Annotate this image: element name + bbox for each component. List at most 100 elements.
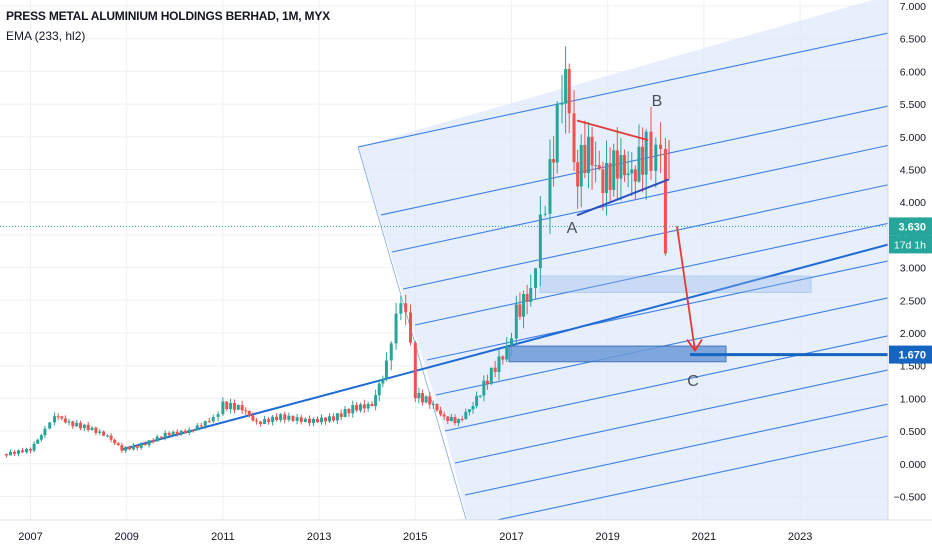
candle-body (567, 68, 571, 114)
candle-body (82, 424, 86, 429)
candle-body (475, 395, 479, 406)
candle-body (389, 343, 393, 361)
candle-body (20, 450, 24, 453)
time-tick-label: 2013 (307, 531, 331, 543)
channel-line (391, 144, 891, 253)
candle-body (60, 416, 64, 419)
candle-body (203, 421, 207, 426)
candle-body (244, 410, 248, 412)
triangle-bottom (576, 178, 670, 217)
price-tick-label: 6.500 (900, 34, 926, 46)
candle-body (48, 422, 52, 429)
channel-line (380, 105, 891, 216)
price-tick-label: 0.000 (900, 459, 926, 471)
chart-drawings: A B C (0, 93, 888, 390)
price-tick-label: 2.000 (900, 328, 926, 340)
candle-body (623, 154, 627, 176)
candle-body (489, 367, 493, 384)
time-tick-label: 2007 (18, 531, 42, 543)
candle-body (417, 393, 421, 399)
candle-body (453, 417, 457, 424)
candle-body (654, 144, 658, 171)
indicator-legend: EMA (233, hl2) (6, 29, 86, 43)
candle-body (307, 418, 311, 424)
candle-body (497, 356, 501, 373)
candle-body (355, 405, 359, 411)
candle-body (175, 431, 179, 435)
price-tick-label: 4.500 (900, 165, 926, 177)
candle-body (131, 445, 135, 450)
candle-body (247, 410, 251, 416)
candle-body (594, 165, 598, 167)
candle-body (335, 413, 339, 421)
candle-body (413, 342, 417, 399)
candle-body (485, 380, 489, 384)
candle-body (251, 415, 255, 421)
candle-body (94, 427, 98, 433)
candle-body (659, 144, 663, 149)
candle-body (8, 451, 12, 456)
candle-body (303, 418, 307, 422)
candle-body (236, 404, 240, 410)
candle-body (339, 413, 343, 418)
candle-body (291, 415, 295, 421)
candle-body (109, 435, 113, 440)
candle-body (29, 448, 32, 451)
candle-body (381, 379, 385, 384)
candle-body (644, 131, 648, 175)
wave-label-c: C (687, 373, 699, 390)
candle-body (586, 136, 590, 174)
candle-body (560, 103, 564, 105)
time-tick-label: 2009 (114, 531, 138, 543)
last-price-badge (889, 217, 932, 236)
candle-body (32, 443, 36, 451)
chart-title: PRESS METAL ALUMINIUM HOLDINGS BERHAD, 1… (6, 9, 330, 23)
candle-body (287, 415, 291, 420)
candle-body (343, 409, 347, 418)
candle-body (583, 144, 587, 174)
candle-body (167, 432, 171, 436)
channel-line (444, 334, 891, 432)
candle-body (626, 173, 630, 176)
candle-body (116, 443, 120, 446)
candle-body (263, 419, 267, 424)
candle-body (538, 214, 542, 269)
candle-body (394, 313, 398, 344)
candle-body (195, 425, 199, 431)
pitchfork-channel (357, 0, 891, 550)
candle-body (283, 414, 287, 420)
candle-body (428, 396, 432, 405)
candlestick-series (4, 46, 667, 458)
candle-body (514, 304, 518, 339)
candle-body (525, 294, 529, 302)
candle-body (505, 345, 509, 360)
candle-body (53, 416, 57, 423)
price-tick-label: 0.500 (900, 426, 926, 438)
candle-body (442, 414, 446, 417)
candle-body (267, 419, 271, 423)
projection-line (676, 226, 696, 351)
candle-body (56, 416, 60, 418)
time-tick-label: 2015 (403, 531, 427, 543)
candle-body (221, 401, 225, 415)
price-tick-label: 1.500 (900, 361, 926, 373)
candle-body (225, 401, 229, 410)
price-axis-bg (888, 0, 932, 550)
candle-body (191, 429, 195, 431)
candle-body (576, 162, 580, 187)
candle-body (608, 163, 612, 190)
candle-body (259, 421, 263, 424)
candle-body (460, 418, 464, 420)
candle-body (24, 448, 28, 453)
channel-line (402, 183, 891, 290)
candle-body (232, 403, 236, 410)
candle-body (124, 447, 128, 451)
candle-body (63, 418, 67, 423)
price-tick-label: 2.500 (900, 295, 926, 307)
candle-body (67, 421, 71, 423)
candle-body (179, 430, 183, 435)
channel-line (473, 435, 891, 526)
candle-body (211, 416, 215, 422)
candle-body (529, 288, 533, 302)
